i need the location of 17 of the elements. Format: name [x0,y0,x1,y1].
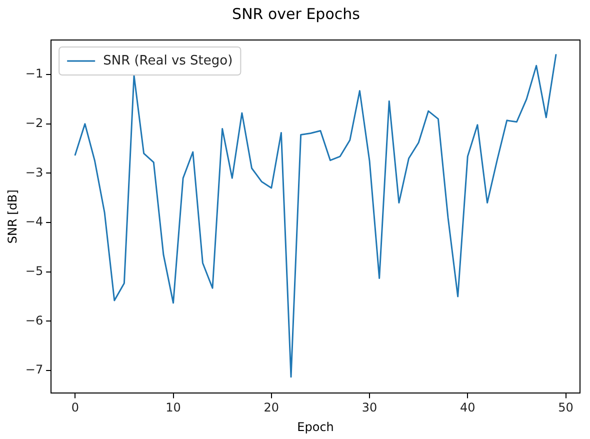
y-tick-label: −2 [25,116,44,130]
legend-label: SNR (Real vs Stego) [103,53,233,68]
x-axis-title: Epoch [297,420,334,434]
x-tick-label: 30 [362,400,378,415]
x-tick-label: 20 [264,400,280,415]
y-tick-label: −4 [25,214,44,229]
y-tick-label: −3 [25,165,44,180]
x-tick-label: 40 [460,400,476,415]
chart-title: SNR over Epochs [232,4,360,23]
x-tick-label: 50 [558,400,574,415]
y-tick-label: −5 [25,264,44,278]
y-axis-title: SNR [dB] [5,190,20,244]
y-tick-label: −7 [25,362,44,377]
y-tick-label: −1 [25,66,44,81]
x-tick-label: 0 [71,400,79,415]
x-tick-label: 10 [166,400,181,415]
y-tick-label: −6 [25,313,44,328]
